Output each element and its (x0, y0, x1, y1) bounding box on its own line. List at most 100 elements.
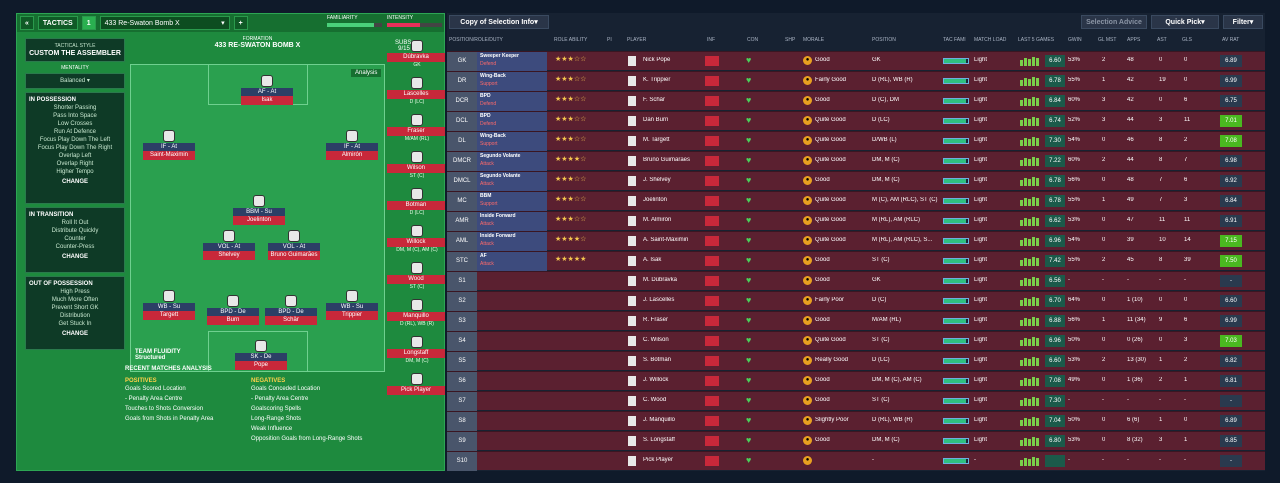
column-header[interactable]: MORALE (803, 37, 825, 43)
player-row[interactable]: S3 R. Fraser ♥ ● Good M/AM (RL) Light 6.88 56% 1 1… (447, 311, 1265, 331)
sub-player[interactable]: Manquillo D (RL), WB (R) (387, 299, 447, 327)
player-name[interactable]: M. Almirón (643, 217, 672, 223)
pitch-player[interactable]: BPD - De Schär (265, 295, 317, 325)
role-duty[interactable]: Inside Forward Attack (477, 232, 547, 251)
player-name[interactable]: Dan Burn (643, 117, 669, 123)
column-header[interactable]: GL MST (1098, 37, 1117, 43)
player-row[interactable]: S1 M. Dúbravka ♥ ● Good GK Light 6.56- - - - - - (447, 271, 1265, 291)
player-name[interactable]: Nick Pope (643, 57, 671, 63)
role-duty[interactable]: Sweeper Keeper Defend (477, 52, 547, 71)
change-out-of-possession[interactable]: CHANGE (61, 331, 88, 337)
tactic-selector[interactable]: 433 Re-Swaton Bomb X ▾ (99, 16, 230, 30)
player-name[interactable]: Pick Player (643, 457, 674, 463)
change-in-transition[interactable]: CHANGE (61, 254, 88, 260)
role-duty[interactable]: BPD Defend (477, 112, 547, 131)
pitch-player[interactable]: WB - Su Trippier (326, 290, 378, 320)
player-row[interactable]: S9 S. Longstaff ♥ ● Good DM, M (C) Light 6.80 53… (447, 431, 1265, 451)
change-in-possession[interactable]: CHANGE (61, 179, 88, 185)
sub-player[interactable]: Pick Player (387, 373, 447, 395)
pitch-player[interactable]: BBM - Su Joelinton (233, 195, 285, 225)
analysis-title[interactable]: RECENT MATCHES ANALYSIS (125, 366, 212, 372)
pitch-player[interactable]: AF - At Isak (241, 75, 293, 105)
column-header[interactable]: AST (1157, 37, 1167, 43)
column-header[interactable]: PLAYER (627, 37, 647, 43)
sub-player[interactable]: Longstaff DM, M (C) (387, 336, 447, 364)
sub-player[interactable]: Fraser M/AM (RL) (387, 114, 447, 142)
tactics-tab[interactable]: TACTICS (37, 16, 78, 30)
player-name[interactable]: S. Botman (643, 357, 672, 363)
player-name[interactable]: R. Fraser (643, 317, 669, 323)
column-header[interactable]: GLS (1182, 37, 1193, 43)
sub-player[interactable]: Willock DM, M (C), AM (C) (387, 225, 447, 253)
player-name[interactable]: A. Isak (643, 257, 662, 263)
player-row[interactable]: AML Inside Forward Attack ★★★★☆ A. Saint-Max… (447, 231, 1265, 251)
analysis-button[interactable]: Analysis (351, 69, 382, 77)
player-row[interactable]: DMCR Segundo Volante Attack ★★★★☆ Bruno Guim… (447, 151, 1265, 171)
sub-player[interactable]: Dúbravka GK (387, 40, 447, 68)
column-header[interactable]: APPS (1127, 37, 1141, 43)
quick-pick-button[interactable]: Quick Pick ▾ (1151, 15, 1219, 29)
player-name[interactable]: J. Shelvey (643, 177, 671, 183)
player-row[interactable]: S2 J. Lascelles ♥ ● Fairly Poor D (C) Light 6.7… (447, 291, 1265, 311)
player-name[interactable]: Bruno Guimarães (643, 157, 691, 163)
player-name[interactable]: S. Longstaff (643, 437, 675, 443)
sub-player[interactable]: Lascelles D (LC) (387, 77, 447, 105)
role-duty[interactable]: BBM Support (477, 192, 547, 211)
player-row[interactable]: STC AF Attack ★★★★★ A. Isak ♥ ● Good ST (C) Light… (447, 251, 1265, 271)
player-row[interactable]: DL Wing-Back Support ★★★☆☆ M. Targett ♥ ● Quite… (447, 131, 1265, 151)
column-header[interactable]: TAC FAMI (943, 37, 966, 43)
player-name[interactable]: M. Targett (643, 137, 670, 143)
pitch-player[interactable]: IF - At Saint-Maximin (143, 130, 195, 160)
player-name[interactable]: F. Schär (643, 97, 666, 103)
column-header[interactable]: PI (607, 37, 612, 43)
player-name[interactable]: Joelinton (643, 197, 668, 203)
player-row[interactable]: AMR Inside Forward Attack ★★★☆☆ M. Almirón ♥ ●… (447, 211, 1265, 231)
filter-button[interactable]: Filter ▾ (1223, 15, 1263, 29)
pitch-player[interactable]: VOL - At Shelvey (203, 230, 255, 260)
player-name[interactable]: C. Wilson (643, 337, 669, 343)
mentality-select[interactable]: Balanced ▾ (25, 73, 125, 89)
sub-player[interactable]: Wood ST (C) (387, 262, 447, 290)
player-row[interactable]: S10 Pick Player ♥ ● - - - - - - - - (447, 451, 1265, 471)
player-row[interactable]: S8 J. Manquillo ♥ ● Slightly Poor D (RL), WB … (447, 411, 1265, 431)
player-row[interactable]: DMCL Segundo Volante Attack ★★★☆☆ J. Shelvey… (447, 171, 1265, 191)
player-row[interactable]: S6 J. Willock ♥ ● Good DM, M (C), AM (C) Light… (447, 371, 1265, 391)
player-row[interactable]: DR Wing-Back Support ★★★☆☆ K. Trippier ♥ ● Fair… (447, 71, 1265, 91)
role-duty[interactable]: Wing-Back Support (477, 132, 547, 151)
in-transition-box[interactable]: IN TRANSITION Roll It Out Distribute Quic… (25, 207, 125, 273)
column-header[interactable]: CON (747, 37, 759, 43)
pitch-player[interactable]: BPD - De Burn (207, 295, 259, 325)
column-header[interactable]: INF (707, 37, 716, 43)
role-duty[interactable]: BPD Defend (477, 92, 547, 111)
player-row[interactable]: S7 C. Wood ♥ ● Good ST (C) Light 7.30- - - - - - (447, 391, 1265, 411)
pitch-player[interactable]: VOL - At Bruno Guimarães (268, 230, 320, 260)
column-header[interactable]: ROLE ABILITY (554, 37, 588, 43)
selection-advice-button[interactable]: Selection Advice (1081, 15, 1147, 29)
column-header[interactable]: GWIN (1068, 37, 1082, 43)
role-duty[interactable]: Inside Forward Attack (477, 212, 547, 231)
formation-name[interactable]: 433 RE-SWATON BOMB X (214, 42, 301, 49)
player-name[interactable]: K. Trippier (643, 77, 671, 83)
role-duty[interactable]: AF Attack (477, 252, 547, 271)
pitch-player[interactable]: SK - De Pope (235, 340, 287, 370)
player-name[interactable]: M. Dúbravka (643, 277, 678, 283)
player-name[interactable]: J. Manquillo (643, 417, 676, 423)
in-possession-box[interactable]: IN POSSESSION Shorter Passing Pass Into S… (25, 92, 125, 204)
player-row[interactable]: S5 S. Botman ♥ ● Really Good D (LC) Light 6.60 5… (447, 351, 1265, 371)
role-duty[interactable]: Segundo Volante Attack (477, 152, 547, 171)
player-name[interactable]: A. Saint-Maximin (643, 237, 689, 243)
player-row[interactable]: S4 C. Wilson ♥ ● Quite Good ST (C) Light 6.96 50… (447, 331, 1265, 351)
sub-player[interactable]: Wilson ST (C) (387, 151, 447, 179)
column-header[interactable]: POSITION (872, 37, 896, 43)
column-header[interactable]: AV RAT (1222, 37, 1240, 43)
add-tactic-button[interactable]: + (233, 16, 248, 30)
pitch-player[interactable]: IF - At Almirón (326, 130, 378, 160)
column-header[interactable]: SHP (785, 37, 796, 43)
player-row[interactable]: DCL BPD Defend ★★★☆☆ Dan Burn ♥ ● Quite Good D (… (447, 111, 1265, 131)
column-header[interactable]: POSITION/ROLE/DUTY (449, 37, 503, 43)
player-row[interactable]: DCR BPD Defend ★★★☆☆ F. Schär ♥ ● Good D (C), DM… (447, 91, 1265, 111)
tactical-style[interactable]: TACTICAL STYLE CUSTOM THE ASSEMBLER (25, 38, 125, 62)
sub-player[interactable]: Botman D (LC) (387, 188, 447, 216)
column-header[interactable]: MATCH LOAD (974, 37, 1007, 43)
collapse-button[interactable]: « (20, 16, 34, 30)
